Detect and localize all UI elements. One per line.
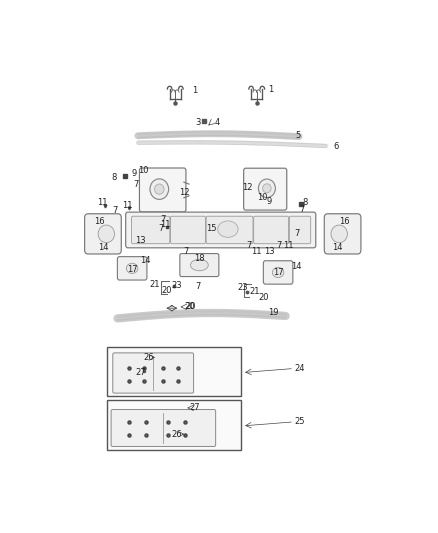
Text: 12: 12 xyxy=(242,183,253,191)
Text: 12: 12 xyxy=(179,188,190,197)
Ellipse shape xyxy=(150,179,169,199)
Ellipse shape xyxy=(191,260,208,271)
Ellipse shape xyxy=(127,263,138,273)
Text: 20: 20 xyxy=(185,302,196,311)
Text: 5: 5 xyxy=(296,131,301,140)
Text: 15: 15 xyxy=(206,224,217,232)
FancyBboxPatch shape xyxy=(126,212,316,248)
Text: 7: 7 xyxy=(247,241,252,250)
Text: 7: 7 xyxy=(184,247,189,256)
Ellipse shape xyxy=(272,268,284,278)
Text: 7: 7 xyxy=(134,180,139,189)
Text: 21: 21 xyxy=(250,287,260,296)
Text: 23: 23 xyxy=(171,281,182,290)
Text: 11: 11 xyxy=(283,241,293,250)
Text: 7: 7 xyxy=(195,282,201,292)
Text: 14: 14 xyxy=(332,243,343,252)
Text: 10: 10 xyxy=(138,166,149,175)
Text: 8: 8 xyxy=(112,173,117,182)
Text: 26: 26 xyxy=(171,430,182,439)
Text: 11: 11 xyxy=(97,198,107,207)
FancyBboxPatch shape xyxy=(244,168,287,210)
Ellipse shape xyxy=(155,184,164,194)
Ellipse shape xyxy=(218,221,238,237)
FancyBboxPatch shape xyxy=(263,261,293,284)
FancyBboxPatch shape xyxy=(290,216,311,244)
Text: 25: 25 xyxy=(294,417,304,426)
Text: 7: 7 xyxy=(113,206,118,215)
FancyBboxPatch shape xyxy=(254,216,289,244)
FancyBboxPatch shape xyxy=(111,409,215,447)
FancyBboxPatch shape xyxy=(85,214,121,254)
Text: 3: 3 xyxy=(195,118,201,127)
Text: 18: 18 xyxy=(194,254,205,263)
Text: 7: 7 xyxy=(295,229,300,238)
Text: 4: 4 xyxy=(214,118,219,127)
Text: 13: 13 xyxy=(264,247,275,256)
Text: 8: 8 xyxy=(302,198,307,207)
Text: 23: 23 xyxy=(237,282,248,292)
Text: 17: 17 xyxy=(127,265,138,273)
Text: 9: 9 xyxy=(267,197,272,206)
FancyBboxPatch shape xyxy=(117,257,147,280)
FancyBboxPatch shape xyxy=(206,216,253,244)
Ellipse shape xyxy=(331,225,347,243)
Bar xyxy=(107,400,241,450)
Text: 7: 7 xyxy=(159,224,164,232)
Text: 13: 13 xyxy=(135,236,145,245)
FancyBboxPatch shape xyxy=(180,254,219,277)
Ellipse shape xyxy=(258,179,276,198)
FancyBboxPatch shape xyxy=(170,216,205,244)
FancyBboxPatch shape xyxy=(131,216,170,244)
Text: 19: 19 xyxy=(268,308,278,317)
Text: 7: 7 xyxy=(277,241,282,250)
Text: 24: 24 xyxy=(294,364,304,373)
Text: 14: 14 xyxy=(291,262,301,271)
FancyBboxPatch shape xyxy=(139,168,186,212)
Text: 14: 14 xyxy=(98,243,108,252)
Text: 1: 1 xyxy=(192,86,198,95)
Text: 27: 27 xyxy=(135,368,145,377)
Text: 1: 1 xyxy=(268,85,274,94)
Text: 10: 10 xyxy=(257,193,268,202)
FancyBboxPatch shape xyxy=(324,214,361,254)
Text: 9: 9 xyxy=(132,169,137,178)
Text: 11: 11 xyxy=(123,201,133,211)
Text: 17: 17 xyxy=(273,268,284,277)
Text: 6: 6 xyxy=(333,142,339,150)
Text: 20: 20 xyxy=(162,286,172,295)
Text: 11: 11 xyxy=(251,247,261,256)
Ellipse shape xyxy=(263,184,271,193)
Ellipse shape xyxy=(98,225,115,243)
Text: 26: 26 xyxy=(144,353,155,362)
Text: 7: 7 xyxy=(161,215,166,224)
Text: 21: 21 xyxy=(149,280,159,289)
Text: 16: 16 xyxy=(339,217,349,226)
Text: 20: 20 xyxy=(258,293,268,302)
Text: 7: 7 xyxy=(299,205,304,214)
Text: 11: 11 xyxy=(160,220,171,229)
Text: 27: 27 xyxy=(189,403,200,413)
Text: 14: 14 xyxy=(140,256,150,265)
Text: 20: 20 xyxy=(184,302,195,311)
Text: 16: 16 xyxy=(94,217,105,226)
Bar xyxy=(107,347,241,395)
FancyBboxPatch shape xyxy=(113,353,194,393)
